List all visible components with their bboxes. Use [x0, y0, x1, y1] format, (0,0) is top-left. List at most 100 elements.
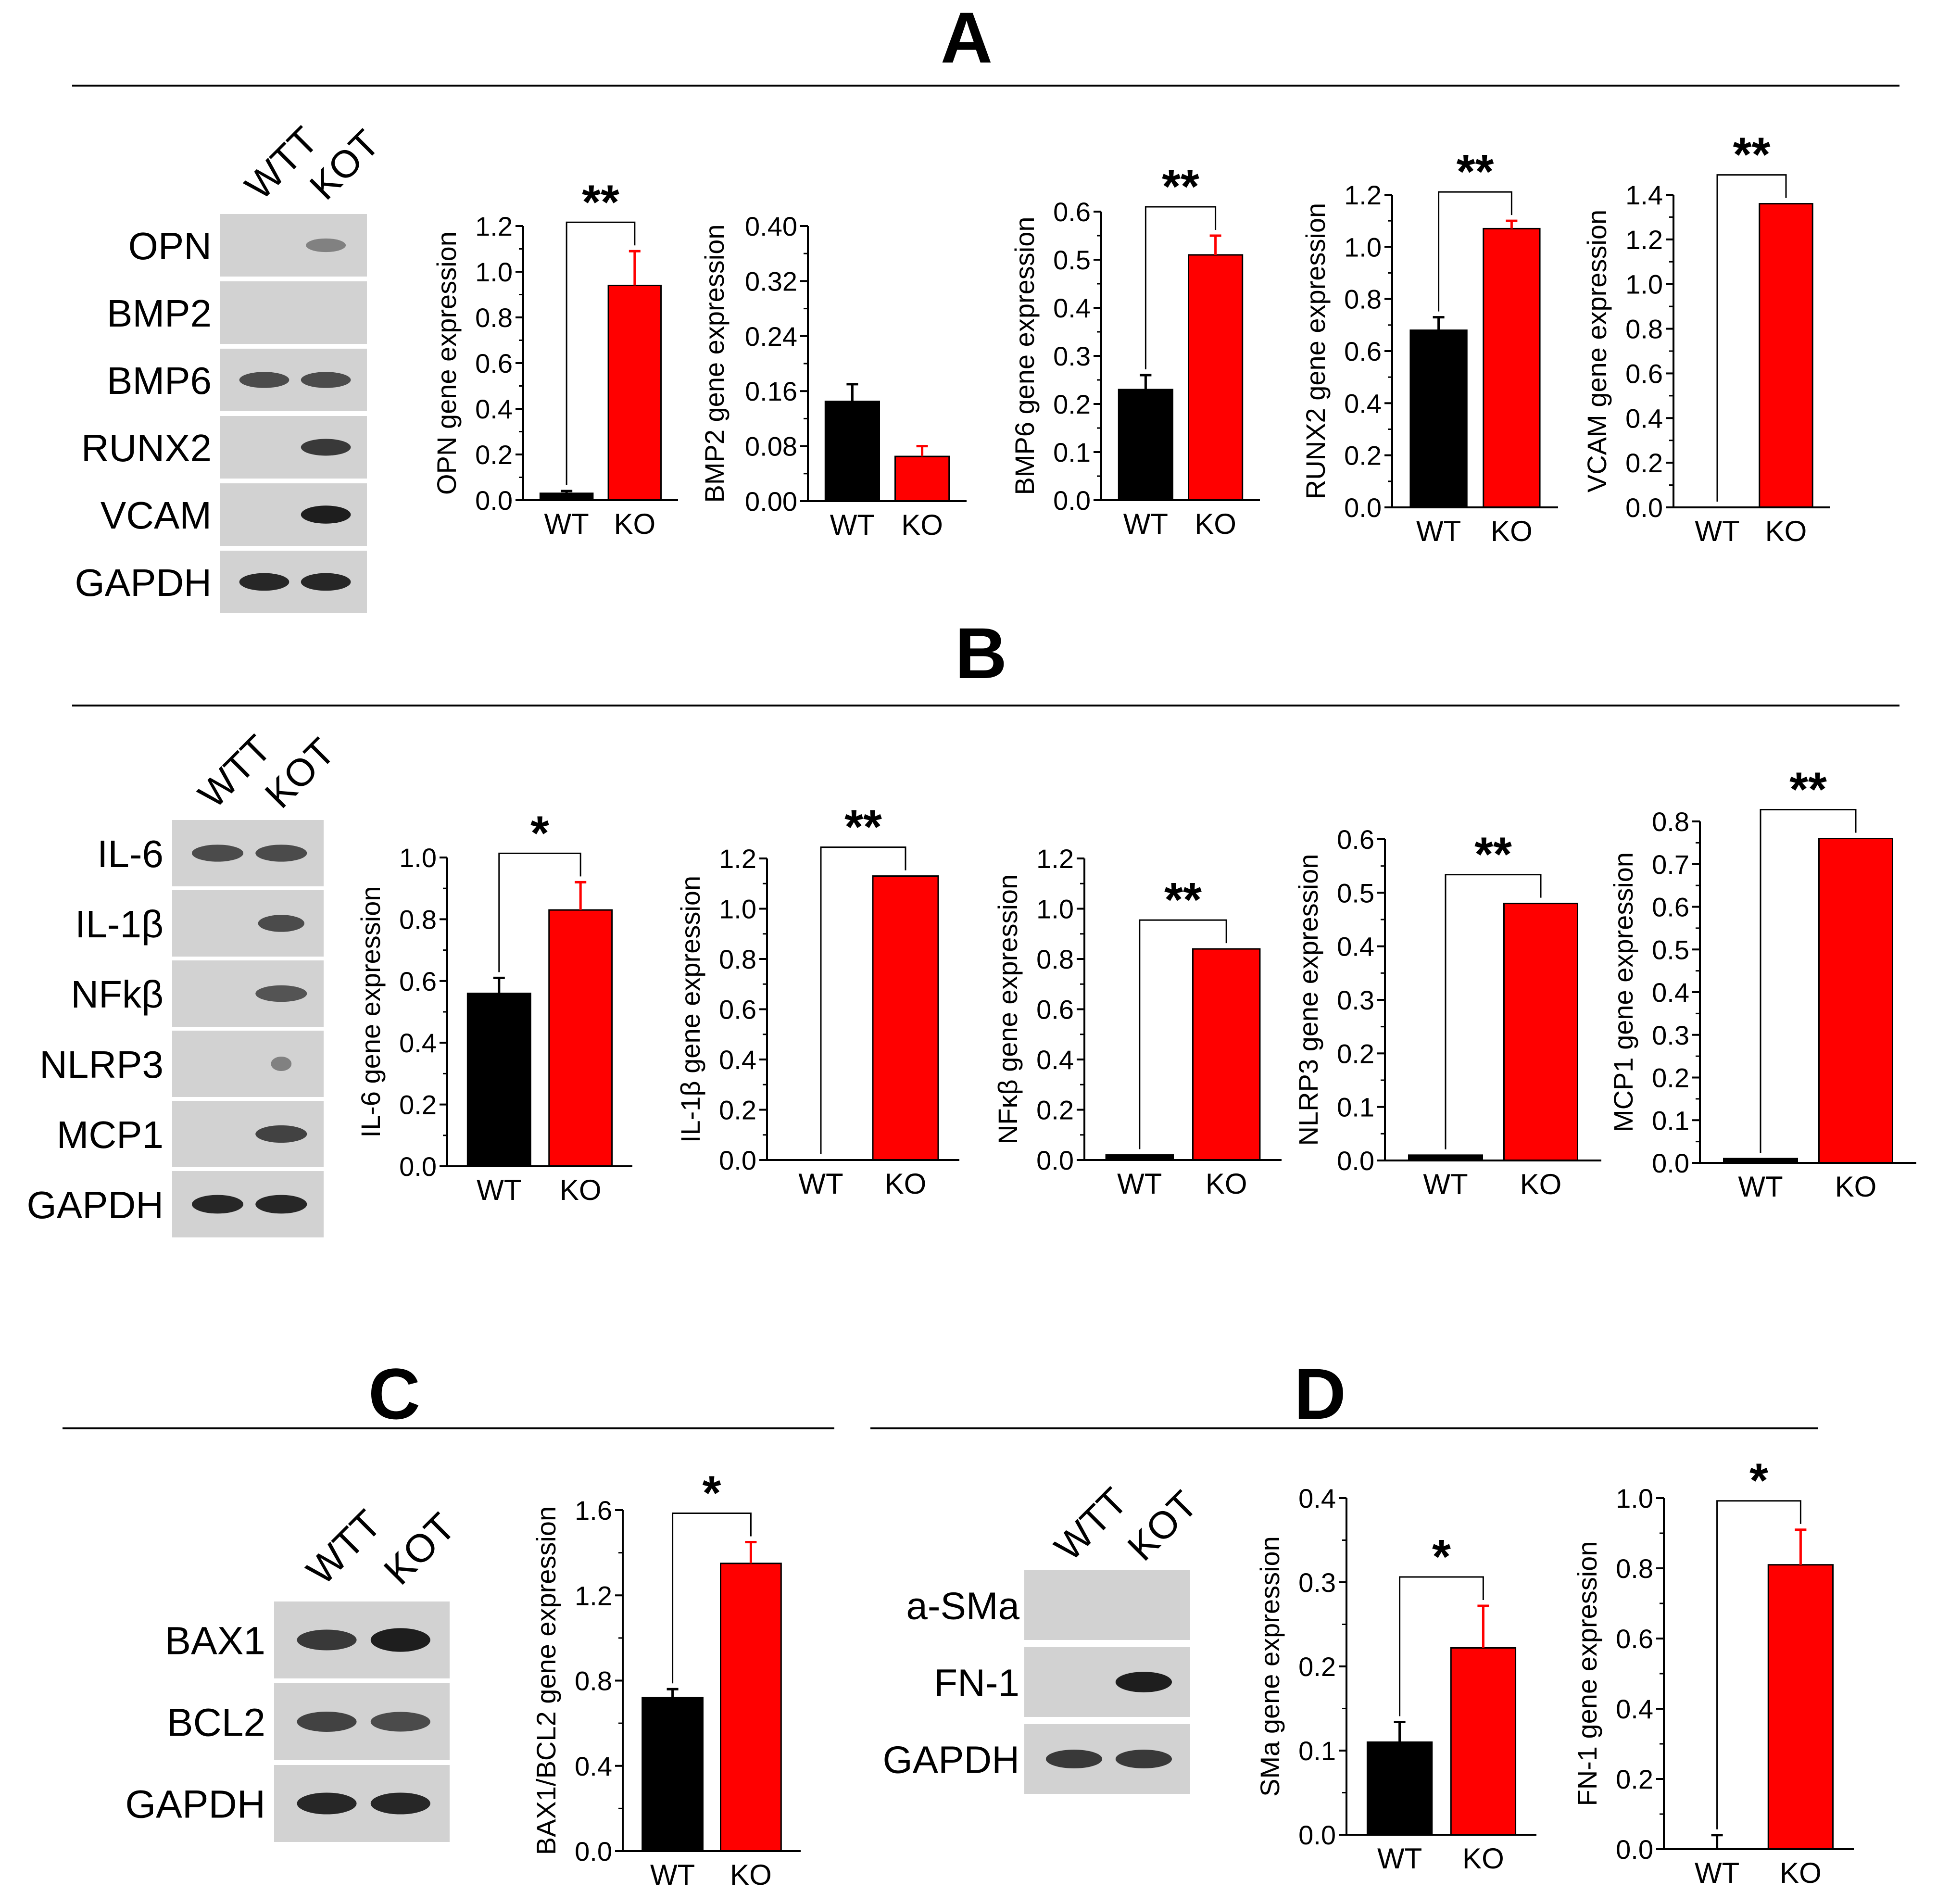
- y-tick-label: 0.2: [1053, 389, 1091, 419]
- significance-bracket: [498, 852, 581, 972]
- y-tick-label: 0.0: [1053, 485, 1091, 516]
- y-tick-label: 0.8: [1036, 944, 1074, 974]
- y-tick-label: 0.1: [1652, 1105, 1689, 1135]
- blot-strip: [1024, 1570, 1190, 1640]
- x-tick-label: WT: [1117, 1168, 1162, 1200]
- y-tick-label: 0.0: [1298, 1820, 1336, 1850]
- blot-row-label: BAX1: [164, 1619, 265, 1663]
- blot-row-label: GAPDH: [27, 1184, 164, 1226]
- significance-marker: *: [703, 1466, 721, 1520]
- y-tick-label: 0.0: [1616, 1834, 1653, 1865]
- blot-band: [239, 372, 289, 388]
- x-tick-label: WT: [477, 1174, 521, 1206]
- bar-ko: [1759, 203, 1813, 508]
- blot-row-label: GAPDH: [125, 1783, 265, 1827]
- bar-ko: [1818, 838, 1893, 1164]
- blot-band: [255, 1195, 307, 1214]
- y-tick-label: 0.32: [745, 266, 797, 296]
- panel-letter: A: [941, 0, 993, 78]
- y-tick-label: 0.1: [1337, 1092, 1374, 1122]
- blot-row-label: BMP6: [107, 359, 212, 402]
- bar-chart-4: 0.0 0.2 0.4 0.6 0.8 1.0 1.2 WT KO RUNX2 gene expr…: [1300, 145, 1558, 547]
- significance-bracket: [672, 1512, 752, 1684]
- y-tick-label: 1.2: [1625, 225, 1663, 255]
- y-tick-label: 0.6: [1337, 824, 1374, 855]
- significance-bracket: [1399, 1576, 1484, 1716]
- x-tick-label: KO: [560, 1174, 602, 1206]
- blot-strip: [172, 1031, 324, 1097]
- significance-marker: **: [1164, 873, 1202, 927]
- bar-wt: [641, 1697, 704, 1852]
- y-tick-label: 0.8: [399, 904, 437, 934]
- blot-band: [370, 1712, 430, 1732]
- y-tick-label: 0.2: [1298, 1652, 1336, 1682]
- y-axis-title: OPN gene expression: [431, 231, 462, 495]
- y-tick-label: 0.8: [1652, 807, 1689, 837]
- blot-band: [297, 1629, 357, 1651]
- y-tick-label: 1.0: [475, 257, 513, 287]
- bar-chart-7: 0.0 0.2 0.4 0.6 0.8 1.0 1.2 WT KO IL-1β gene expr…: [675, 800, 959, 1200]
- significance-bracket: [566, 221, 636, 485]
- significance-marker: **: [1162, 160, 1199, 214]
- bar-chart-13: 0.0 0.2 0.4 0.6 0.8 1.0 WT KO FN-1 gene expressi…: [1572, 1454, 1854, 1889]
- panel-letter: C: [368, 1353, 420, 1434]
- y-tick-label: 0.5: [1337, 878, 1374, 908]
- y-tick-label: 0.4: [719, 1045, 756, 1075]
- y-tick-label: 1.0: [1625, 269, 1663, 300]
- y-tick-label: 1.6: [575, 1495, 612, 1526]
- blot-band: [271, 1056, 292, 1072]
- y-tick-label: 0.3: [1652, 1020, 1689, 1050]
- blot-row-label: GAPDH: [883, 1738, 1020, 1781]
- significance-bracket: [1438, 191, 1512, 312]
- y-tick-label: 0.1: [1298, 1736, 1336, 1766]
- blot-band: [301, 439, 351, 456]
- y-tick-label: 0.2: [1652, 1063, 1689, 1093]
- x-tick-label: KO: [1765, 515, 1807, 547]
- blot-band: [301, 573, 351, 591]
- bar-ko: [1483, 227, 1541, 508]
- bar-ko: [1188, 254, 1244, 501]
- x-tick-label: KO: [1780, 1857, 1822, 1889]
- blot-band: [370, 1792, 430, 1815]
- blot-band: [258, 915, 304, 932]
- blot-row-label: VCAM: [101, 494, 212, 537]
- y-tick-label: 0.8: [719, 944, 756, 974]
- y-tick-label: 0.4: [1298, 1483, 1336, 1513]
- bar-wt: [1366, 1741, 1433, 1836]
- y-tick-label: 1.0: [1616, 1483, 1653, 1513]
- x-tick-label: KO: [1491, 515, 1533, 547]
- significance-bracket: [1139, 919, 1227, 1149]
- blot-row-label: MCP1: [57, 1113, 164, 1156]
- y-tick-label: 0.6: [475, 348, 513, 378]
- y-tick-label: 0.4: [1337, 932, 1374, 962]
- blot-row-label: a-SMa: [906, 1584, 1019, 1627]
- x-tick-label: KO: [614, 508, 655, 540]
- x-tick-label: KO: [1195, 508, 1236, 540]
- panel-letter: D: [1294, 1353, 1346, 1434]
- y-tick-label: 0.3: [1053, 341, 1091, 371]
- significance-marker: **: [1733, 128, 1771, 182]
- y-tick-label: 0.0: [1652, 1148, 1689, 1178]
- y-tick-label: 0.3: [1298, 1567, 1336, 1598]
- bar-chart-5: 0.0 0.2 0.4 0.6 0.8 1.0 1.2 1.4 WT KO VCAM gene ex…: [1582, 128, 1830, 547]
- y-tick-label: 0.0: [575, 1836, 612, 1866]
- y-tick-label: 0.4: [1053, 293, 1091, 323]
- y-tick-label: 0.0: [399, 1151, 437, 1182]
- y-tick-label: 0.08: [745, 431, 797, 462]
- blot-band: [255, 1125, 307, 1143]
- blot-band: [1115, 1750, 1172, 1768]
- blot-row-label: NLRP3: [39, 1043, 164, 1086]
- y-tick-label: 0.40: [745, 211, 797, 241]
- x-tick-label: KO: [1462, 1842, 1504, 1875]
- significance-marker: **: [1457, 145, 1494, 199]
- y-axis-title: BAX1/BCL2 gene expression: [531, 1506, 561, 1855]
- y-tick-label: 0.8: [1616, 1553, 1653, 1584]
- y-tick-label: 0.2: [399, 1090, 437, 1120]
- y-tick-label: 0.4: [1036, 1045, 1074, 1075]
- significance-bracket: [1445, 874, 1542, 1149]
- y-tick-label: 0.3: [1337, 985, 1374, 1015]
- y-tick-label: 1.2: [1344, 180, 1382, 210]
- significance-bracket: [820, 846, 906, 1154]
- y-tick-label: 0.7: [1652, 849, 1689, 880]
